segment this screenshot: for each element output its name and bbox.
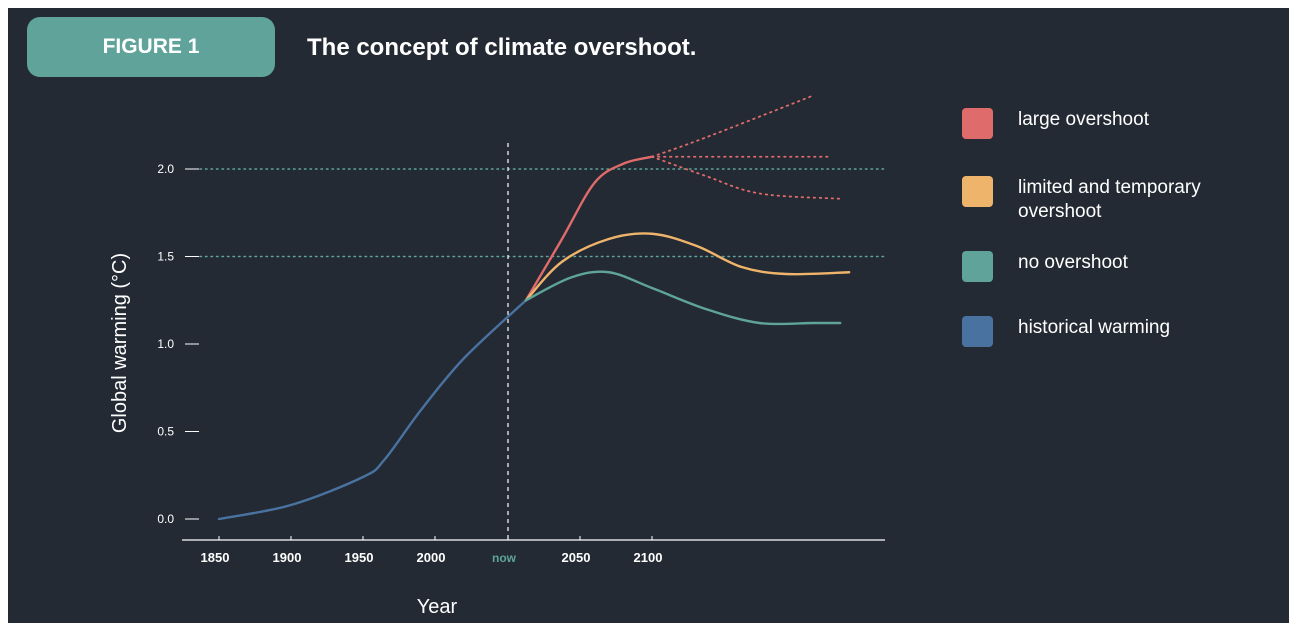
legend-swatch [962, 251, 993, 282]
series-line-historical [217, 299, 528, 521]
y-tick-label: 1.0 [157, 337, 174, 351]
legend-item: no overshoot [962, 251, 1248, 282]
legend-item: large overshoot [962, 108, 1248, 139]
y-axis-label: Global warming (°C) [109, 253, 131, 433]
legend-label: limited and temporary overshoot [1018, 177, 1201, 222]
y-tick-label: 0.5 [157, 425, 174, 439]
legend-swatch [962, 176, 993, 207]
figure-title: The concept of climate overshoot. [307, 34, 697, 61]
figure-badge: FIGURE 1 [27, 17, 275, 77]
legend-label: historical warming [1018, 317, 1171, 338]
figure-label: FIGURE 1 [102, 35, 200, 58]
x-tick-label: 2050 [562, 550, 591, 565]
x-tick-label: 2100 [634, 550, 663, 565]
series-line-large_overshoot [524, 155, 654, 302]
now-tick-label: now [492, 551, 517, 565]
x-tick-label: 1900 [273, 550, 302, 565]
legend-swatch [962, 108, 993, 139]
x-tick-label: 1950 [345, 550, 374, 565]
x-tick-label: 1850 [201, 550, 230, 565]
series-line-large_overshoot-dotted [651, 155, 842, 200]
y-tick-label: 1.5 [157, 250, 174, 264]
legend-label: no overshoot [1018, 252, 1128, 273]
legend-label: large overshoot [1018, 109, 1149, 130]
legend-item: historical warming [962, 316, 1248, 347]
series-line-limited_overshoot [524, 232, 851, 302]
y-tick-label: 2.0 [157, 162, 174, 176]
series-line-large_overshoot-dotted [651, 94, 815, 158]
legend-item: limited and temporary overshoot [962, 176, 1243, 224]
series-line-no_overshoot [524, 270, 842, 326]
figure-panel [8, 8, 1289, 623]
legend-swatch [962, 316, 993, 347]
y-tick-label: 0.0 [157, 512, 174, 526]
x-axis-label: Year [417, 596, 458, 618]
x-tick-label: 2000 [417, 550, 446, 565]
